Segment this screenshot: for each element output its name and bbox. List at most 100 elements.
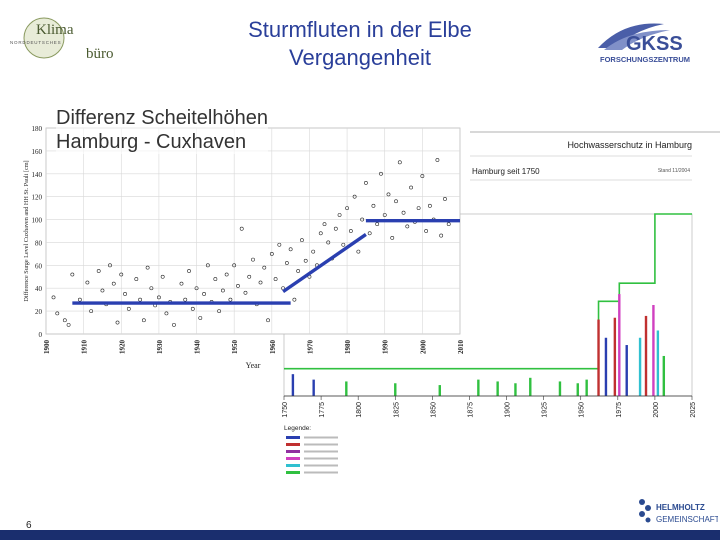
x-tick-label: 1950 — [579, 402, 586, 418]
x-tick-label: 1970 — [306, 340, 314, 355]
data-point — [220, 288, 225, 293]
data-point — [345, 206, 349, 211]
data-point — [360, 217, 365, 222]
x-tick-label: 1910 — [81, 340, 89, 355]
data-point — [446, 222, 451, 227]
data-point — [202, 292, 206, 296]
data-point — [326, 240, 331, 245]
data-point — [187, 269, 191, 273]
x-tick-label: 1900 — [505, 402, 512, 418]
data-point — [164, 311, 169, 316]
x-tick-label: 1825 — [393, 402, 400, 418]
x-tick-label: 2000 — [419, 340, 427, 355]
bar — [656, 330, 660, 396]
data-point — [141, 318, 146, 323]
data-point — [266, 318, 270, 323]
bar — [529, 377, 532, 396]
bar — [625, 345, 628, 396]
data-point — [157, 295, 161, 300]
x-tick-label: 1960 — [269, 340, 277, 355]
data-point — [333, 226, 338, 231]
data-point — [348, 229, 353, 233]
data-point — [439, 233, 444, 238]
data-point — [172, 322, 176, 327]
data-point — [341, 242, 346, 247]
gkss-logo: GKSS FORSCHUNGSZENTRUM — [598, 23, 690, 64]
bar — [652, 305, 655, 396]
trend-segment — [282, 233, 367, 294]
y-tick-label: 140 — [32, 171, 43, 179]
data-point — [435, 158, 440, 162]
buero-text: büro — [86, 46, 114, 62]
x-axis-label: Year — [246, 361, 261, 370]
data-point — [66, 322, 71, 327]
x-tick-label: 1980 — [344, 340, 352, 355]
bar — [477, 379, 480, 396]
data-point — [134, 277, 139, 281]
x-tick-label: 1900 — [43, 340, 51, 355]
data-point — [318, 231, 323, 236]
data-point — [311, 249, 316, 254]
y-tick-label: 120 — [32, 194, 43, 202]
data-point — [300, 238, 304, 243]
y-tick-label: 0 — [39, 331, 43, 339]
data-point — [119, 272, 124, 277]
bar — [291, 374, 295, 396]
data-point — [89, 309, 94, 314]
data-point — [194, 286, 199, 291]
title-line-2: Vergangenheit — [289, 45, 431, 70]
data-point — [364, 181, 368, 185]
data-point — [269, 251, 274, 256]
data-point — [386, 192, 391, 197]
y-tick-label: 40 — [35, 285, 43, 293]
data-point — [198, 316, 203, 320]
chart-title: Hochwasserschutz in Hamburg — [567, 140, 692, 150]
bar — [394, 383, 397, 396]
bar — [613, 317, 617, 396]
subtitle-line-2: Hamburg - Cuxhaven — [56, 131, 247, 153]
x-tick-label: 1925 — [542, 402, 549, 418]
y-tick-label: 80 — [35, 239, 43, 247]
bar — [662, 355, 666, 396]
data-point — [160, 274, 165, 279]
gkss-subtext: FORSCHUNGSZENTRUM — [600, 55, 690, 64]
bar — [312, 379, 315, 396]
bar — [604, 337, 608, 396]
data-point — [85, 280, 90, 285]
slide-title: Sturmfluten in der Elbe Vergangenheit — [0, 16, 720, 72]
x-tick-label: 1930 — [156, 340, 164, 355]
bar — [576, 383, 579, 396]
bar — [597, 319, 600, 396]
helmholtz-logo: HELMHOLTZ GEMEINSCHAFT — [639, 499, 718, 524]
data-point — [296, 269, 301, 273]
data-point — [262, 265, 267, 270]
legend-swatch — [286, 464, 300, 467]
data-point — [367, 231, 372, 236]
gkss-name: GKSS — [626, 33, 683, 55]
data-point — [292, 297, 297, 302]
data-point — [284, 261, 289, 265]
helmholtz-line-2: GEMEINSCHAFT — [656, 515, 718, 524]
data-point — [51, 295, 56, 300]
data-point — [55, 311, 60, 316]
x-tick-label: 1920 — [118, 340, 126, 355]
data-point — [111, 281, 116, 286]
data-point — [427, 203, 432, 208]
data-point — [409, 185, 413, 190]
y-tick-label: 60 — [35, 262, 43, 270]
x-tick-label: 2000 — [653, 402, 660, 418]
klimabuero-logo: Klima büro NORDDEUTSCHES — [10, 17, 114, 62]
legend-swatch — [286, 471, 300, 474]
data-point — [145, 265, 150, 270]
data-point — [228, 297, 233, 302]
y-tick-label: 100 — [32, 217, 43, 225]
data-point — [190, 306, 195, 311]
data-point — [179, 281, 184, 286]
data-point — [382, 213, 387, 217]
data-point — [100, 288, 105, 293]
data-point — [337, 213, 342, 217]
legend-swatch — [286, 450, 300, 453]
data-point — [183, 297, 188, 302]
bar — [514, 383, 517, 396]
data-point — [108, 263, 112, 268]
